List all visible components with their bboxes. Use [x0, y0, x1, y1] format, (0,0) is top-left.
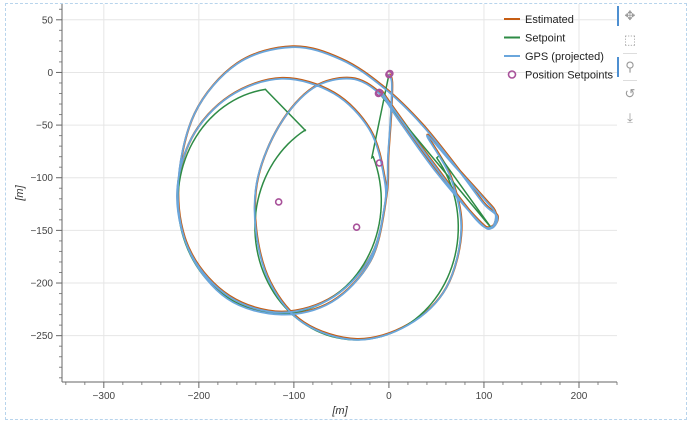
- plot-area[interactable]: [62, 4, 617, 382]
- legend-label: GPS (projected): [525, 51, 604, 63]
- position-setpoint-marker: [375, 159, 384, 167]
- y-tick-label: −100: [30, 173, 53, 184]
- x-axis-label: [m]: [331, 405, 348, 417]
- plot-series: [176, 45, 499, 341]
- x-tick-label: −200: [188, 391, 211, 402]
- position-setpoint-marker: [274, 198, 283, 206]
- reset-tool-button[interactable]: ↺: [618, 82, 642, 106]
- legend-label: Setpoint: [525, 33, 565, 45]
- y-tick-label: −150: [30, 226, 53, 237]
- legend-item-gps-projected-[interactable]: GPS (projected): [504, 51, 604, 63]
- hover-icon: ⚲: [625, 59, 635, 74]
- toolbar-separator: [623, 53, 637, 54]
- x-tick-label: 0: [386, 391, 392, 402]
- save-icon: ⤓: [627, 110, 633, 125]
- reset-icon: ↺: [624, 86, 636, 101]
- legend-label: Position Setpoints: [525, 70, 614, 82]
- y-tick-label: −250: [30, 331, 53, 342]
- box-zoom-tool-button[interactable]: ⬚: [618, 28, 642, 52]
- y-tick-label: 50: [42, 15, 54, 26]
- pan-tool-button[interactable]: ✥: [617, 4, 642, 28]
- position-setpoint-marker: [352, 223, 361, 232]
- grid: [62, 4, 617, 382]
- legend-item-position-setpoints[interactable]: Position Setpoints: [507, 70, 614, 82]
- y-tick-label: 0: [47, 68, 53, 79]
- x-tick-label: −100: [283, 391, 306, 402]
- plot-container: [5, 3, 687, 420]
- position-setpoint-marker: [374, 89, 383, 98]
- legend-item-estimated[interactable]: Estimated: [504, 14, 574, 26]
- gps-line: [176, 46, 499, 341]
- box-zoom-icon: ⬚: [623, 32, 637, 47]
- legend-marker: [507, 70, 517, 79]
- axes: −300 −200 −100 0 100 200 50 0 −50 −100 −150 −200 −25…: [30, 4, 618, 402]
- toolbar: ✥ ⬚ ⚲ ↺ ⤓: [617, 4, 642, 130]
- hover-tool-button[interactable]: ⚲: [617, 55, 642, 79]
- save-tool-button[interactable]: ⤓: [618, 106, 642, 130]
- toolbar-separator: [623, 80, 637, 81]
- x-tick-label: 100: [476, 391, 493, 402]
- legend-label: Estimated: [525, 14, 574, 26]
- y-tick-label: −50: [36, 121, 53, 132]
- legend[interactable]: Estimated Setpoint GPS (projected) Position…: [504, 14, 614, 82]
- position-setpoint-marker: [386, 69, 394, 78]
- legend-item-setpoint[interactable]: Setpoint: [504, 33, 565, 45]
- y-tick-label: −200: [30, 279, 53, 290]
- x-tick-label: 200: [571, 391, 588, 402]
- move-icon: ✥: [624, 8, 636, 23]
- y-axis-label: [m]: [14, 184, 26, 201]
- x-tick-label: −300: [93, 391, 116, 402]
